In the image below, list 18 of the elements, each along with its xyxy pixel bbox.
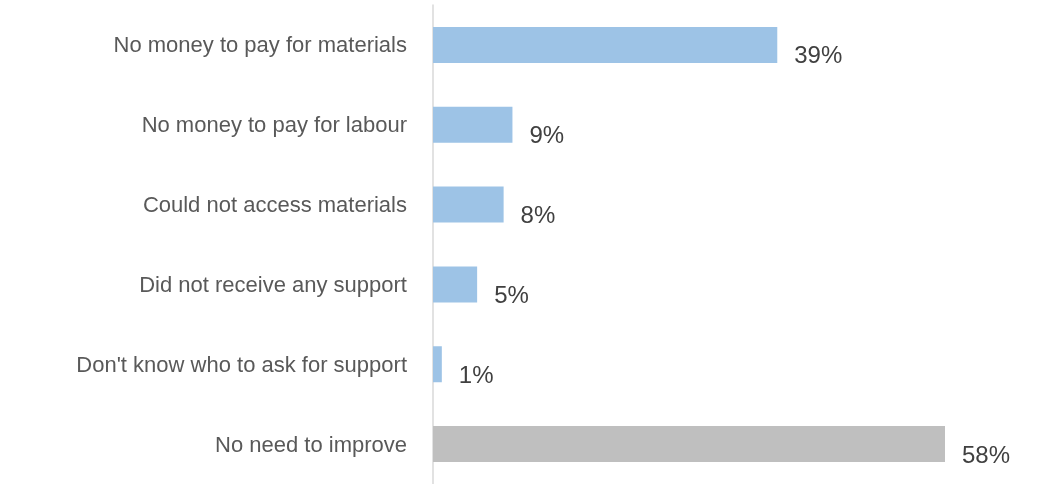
data-label: 58% [962, 440, 1011, 468]
data-label: 5% [494, 280, 529, 308]
data-label: 9% [529, 121, 565, 149]
bar [433, 186, 504, 223]
y-tick-label: No money to pay for labour [141, 112, 407, 138]
bar [433, 26, 778, 63]
data-label: 1% [458, 360, 494, 388]
bar [433, 106, 513, 143]
y-tick-label: Could not access materials [142, 192, 407, 218]
y-tick-label: No money to pay for materials [113, 32, 407, 58]
y-tick-label: No need to improve [215, 431, 407, 457]
bar [433, 266, 478, 303]
y-tick-label: Don't know who to ask for support [76, 351, 407, 377]
y-tick-label: Did not receive any support [139, 271, 407, 297]
bar [433, 426, 945, 463]
bar [433, 346, 442, 383]
data-label: 39% [794, 41, 843, 69]
data-label: 8% [520, 201, 556, 229]
